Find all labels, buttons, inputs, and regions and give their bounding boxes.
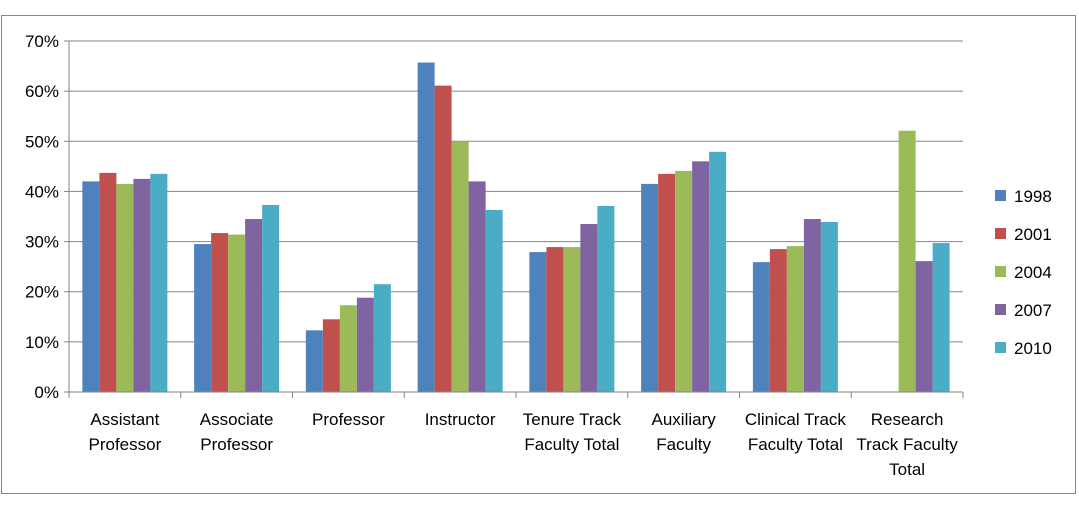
legend-swatch-1998	[995, 190, 1006, 201]
y-tick-label: 10%	[25, 333, 59, 352]
x-category-label: Assistant Professor	[89, 410, 162, 454]
bars	[82, 62, 950, 393]
y-tick-label: 70%	[25, 32, 59, 51]
bar-2010	[820, 222, 838, 392]
bar-2010	[709, 151, 727, 392]
legend-label-2001: 2001	[1014, 225, 1052, 244]
y-tick-labels: 0% 10% 20% 30% 40% 50% 60% 70%	[25, 32, 59, 402]
y-tick-label: 40%	[25, 182, 59, 201]
bar-1998	[641, 183, 659, 392]
legend-label-2004: 2004	[1014, 263, 1052, 282]
bar-2010	[262, 204, 280, 392]
legend-swatch-2007	[995, 304, 1006, 315]
bar-2001	[211, 233, 229, 392]
bar-2007	[356, 297, 374, 392]
bar-2004	[228, 234, 246, 392]
bar-2007	[692, 161, 710, 392]
x-category-label: Professor	[312, 410, 385, 429]
legend-label-2007: 2007	[1014, 301, 1052, 320]
bar-2004	[675, 170, 693, 392]
x-category-label: Clinical Track Faculty Total	[745, 410, 847, 454]
bar-1998	[194, 244, 212, 392]
y-tick-label: 20%	[25, 283, 59, 302]
bar-2001	[769, 249, 787, 392]
bar-2001	[99, 172, 117, 392]
bar-1998	[305, 330, 323, 392]
x-category-label: Associate Professor	[200, 410, 274, 454]
bar-2007	[133, 178, 151, 392]
y-tick-label: 50%	[25, 132, 59, 151]
bar-2010	[485, 209, 503, 392]
legend-swatch-2001	[995, 228, 1006, 239]
legend-label-2010: 2010	[1014, 339, 1052, 358]
bar-1998	[752, 262, 770, 392]
y-tick-label: 30%	[25, 233, 59, 252]
bar-2010	[597, 205, 615, 392]
bar-2007	[915, 261, 933, 392]
x-category-labels: Assistant Professor Associate Professor Prof…	[89, 410, 959, 479]
bar-1998	[417, 62, 435, 392]
bar-2010	[373, 284, 391, 392]
x-category-label: Tenure Track Faculty Total	[523, 410, 622, 454]
bar-1998	[529, 252, 547, 392]
bar-2007	[803, 219, 821, 392]
bar-2004	[898, 130, 916, 392]
legend: 1998 2001 2004 2007 2010	[995, 187, 1052, 358]
x-category-label: Instructor	[425, 410, 496, 429]
x-category-label: Auxiliary Faculty	[652, 410, 717, 454]
bar-2010	[932, 243, 950, 392]
bar-2004	[451, 141, 469, 392]
bar-2001	[322, 319, 340, 392]
legend-label-1998: 1998	[1014, 187, 1052, 206]
bar-2004	[339, 305, 357, 392]
bar-2010	[150, 173, 168, 392]
bar-2007	[580, 224, 598, 392]
bar-2007	[245, 219, 263, 392]
bar-2007	[468, 181, 486, 392]
y-tick-label: 0%	[34, 383, 59, 402]
bar-2004	[116, 183, 134, 392]
bar-2004	[563, 247, 581, 392]
axes	[64, 40, 964, 398]
bar-2004	[786, 246, 804, 392]
bar-2001	[658, 173, 676, 392]
bar-2001	[434, 85, 452, 393]
legend-swatch-2010	[995, 342, 1006, 353]
bar-1998	[82, 181, 100, 392]
legend-swatch-2004	[995, 266, 1006, 277]
x-category-label: Research Track Faculty Total	[856, 410, 958, 479]
y-tick-label: 60%	[25, 82, 59, 101]
bar-2001	[546, 247, 564, 392]
